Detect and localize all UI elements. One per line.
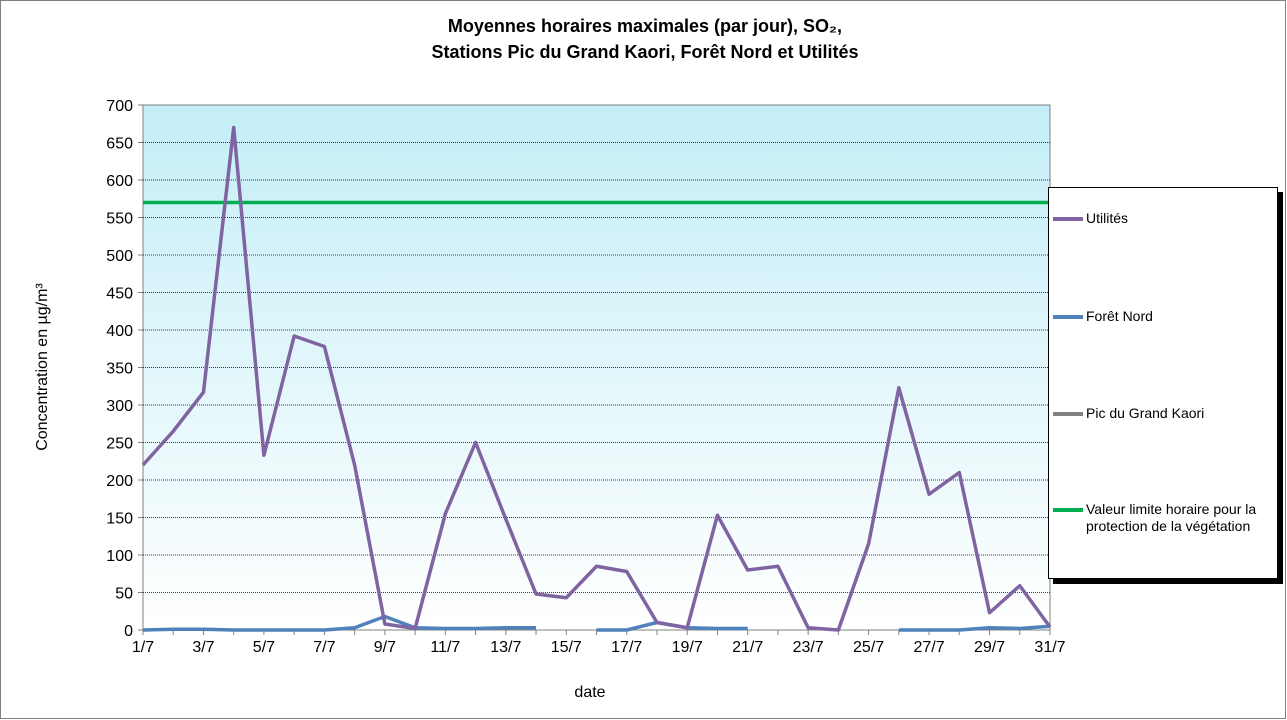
x-tick-label: 5/7 xyxy=(253,639,275,656)
chart-subtitle: Stations Pic du Grand Kaori, Forêt Nord … xyxy=(431,42,858,62)
y-tick-label: 650 xyxy=(106,136,133,153)
y-tick-label: 300 xyxy=(106,398,133,415)
y-tick-label: 200 xyxy=(106,473,133,490)
legend-swatch xyxy=(1053,315,1083,319)
chart-title: Moyennes horaires maximales (par jour), … xyxy=(448,16,842,36)
y-axis-label: Concentration en µg/m³ xyxy=(34,283,51,451)
legend-label: Pic du Grand Kaori xyxy=(1086,405,1205,421)
y-tick-label: 100 xyxy=(106,548,133,565)
y-tick-label: 600 xyxy=(106,173,133,190)
plot-area xyxy=(142,104,1051,631)
y-tick-label: 450 xyxy=(106,286,133,303)
legend: Utilités Forêt Nord Pic du Grand Kaori Vale… xyxy=(1048,187,1278,579)
x-axis-label: date xyxy=(574,684,605,701)
legend-swatch xyxy=(1053,508,1083,512)
legend-label: Utilités xyxy=(1086,210,1129,226)
y-tick-label: 500 xyxy=(106,248,133,265)
x-tick-label: 27/7 xyxy=(913,639,944,656)
legend-entry: Valeur limite horaire pour la protection… xyxy=(1053,501,1275,535)
legend-label: Forêt Nord xyxy=(1086,308,1153,324)
x-tick-label: 21/7 xyxy=(732,639,763,656)
x-tick-label: 13/7 xyxy=(490,639,521,656)
series-line xyxy=(141,125,1052,632)
x-tick-label: 17/7 xyxy=(611,639,642,656)
y-tick-label: 350 xyxy=(106,361,133,378)
x-tick-label: 15/7 xyxy=(551,639,582,656)
x-tick-label: 1/7 xyxy=(132,639,154,656)
x-tick-label: 19/7 xyxy=(672,639,703,656)
legend-label: Valeur limite horaire pour la protection… xyxy=(1086,501,1257,534)
x-tick-label: 9/7 xyxy=(374,639,396,656)
legend-swatch xyxy=(1053,412,1083,416)
x-tick-label: 23/7 xyxy=(793,639,824,656)
legend-swatch xyxy=(1053,217,1083,221)
x-tick-label: 3/7 xyxy=(192,639,214,656)
x-tick-label: 7/7 xyxy=(313,639,335,656)
x-tick-label: 31/7 xyxy=(1034,639,1065,656)
y-tick-label: 250 xyxy=(106,436,133,453)
x-tick-label: 29/7 xyxy=(974,639,1005,656)
x-tick-label: 25/7 xyxy=(853,639,884,656)
legend-entry: Forêt Nord xyxy=(1053,308,1275,325)
y-tick-label: 50 xyxy=(115,586,133,603)
legend-entry: Pic du Grand Kaori xyxy=(1053,405,1275,422)
y-tick-label: 700 xyxy=(106,98,133,115)
y-tick-label: 150 xyxy=(106,511,133,528)
y-tick-label: 400 xyxy=(106,323,133,340)
legend-entry: Utilités xyxy=(1053,210,1275,227)
y-tick-label: 550 xyxy=(106,211,133,228)
x-tick-label: 11/7 xyxy=(430,639,460,656)
y-tick-label: 0 xyxy=(124,623,133,640)
